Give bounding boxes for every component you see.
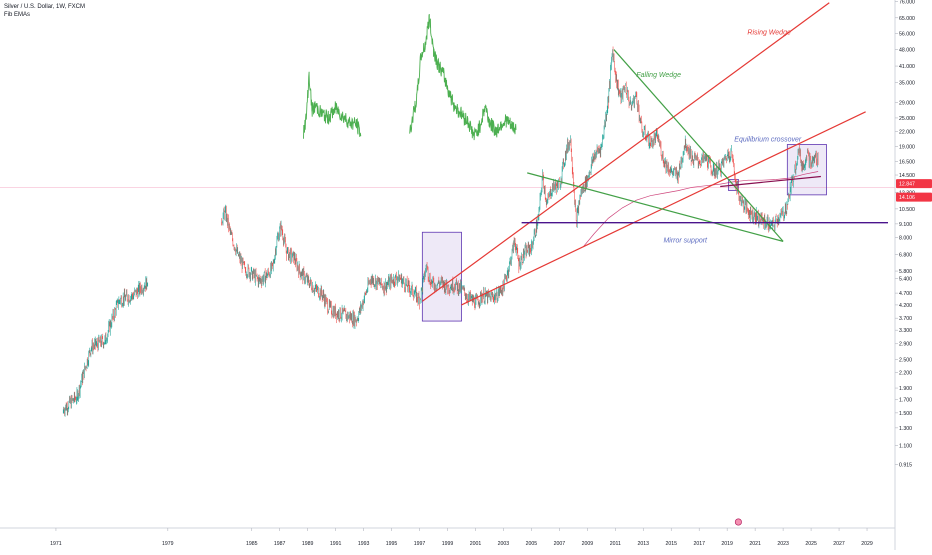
x-tick-label: 2009 [582,541,594,547]
x-tick-label: 2023 [777,541,789,547]
x-tick-label: 1991 [330,541,342,547]
y-tick-label: 9.100 [899,222,912,228]
y-tick-label: 8.000 [899,235,912,241]
ema-line [582,171,819,248]
y-tick-label: 4.200 [899,303,912,309]
x-tick-label: 2011 [610,541,621,547]
x-tick-label: 2003 [498,541,510,547]
y-tick-label: 1.900 [899,386,912,392]
y-tick-label: 5.800 [899,269,912,275]
y-tick-label: 1.500 [899,411,912,417]
price-dot [146,282,149,287]
green-overlay-line [409,13,517,141]
symbol-title: Silver / U.S. Dollar, 1W, FXCM [4,4,86,10]
y-tick-label: 5.400 [899,277,912,283]
price-tag-bg [896,192,932,202]
x-tick-label: 2025 [805,541,817,547]
x-tick-label: 1999 [442,541,454,547]
x-tick-label: 2029 [861,541,873,547]
x-tick-label: 2017 [693,541,705,547]
y-tick-label: 2.200 [899,371,912,377]
price-dot [118,300,121,305]
x-tick-label: 1971 [50,541,62,547]
x-tick-label: 1985 [246,541,258,547]
y-tick-label: 1.300 [899,426,912,432]
x-tick-label: 2007 [554,541,566,547]
y-tick-label: 10.500 [899,207,915,213]
y-tick-label: 4.700 [899,291,912,297]
y-tick-label: 22.000 [899,129,915,135]
falling-wedge-lower-line[interactable] [527,172,784,242]
x-tick-label: 2005 [526,541,538,547]
y-tick-label: 65.000 [899,16,915,22]
y-tick-label: 48.000 [899,48,915,54]
y-tick-label: 14.500 [899,173,915,179]
indicator-label: Fib EMAs [4,12,31,18]
x-tick-label: 2027 [833,541,845,547]
rising-wedge-lower-line[interactable] [461,111,866,306]
price-dot [90,347,93,352]
annotation-rising-wedge: Rising Wedge [747,29,791,36]
price-tag-bg [896,179,932,189]
x-tick-label: 1979 [162,541,174,547]
x-tick-label: 1987 [274,541,286,547]
x-tick-label: 1989 [302,541,314,547]
box-2024[interactable] [786,144,827,196]
y-tick-label: 16.500 [899,159,915,165]
y-tick-label: 19.000 [899,145,915,151]
falling-wedge-upper-line[interactable] [613,49,784,242]
y-tick-label: 6.800 [899,252,912,258]
annotation-falling-wedge: Falling Wedge [636,72,681,79]
y-tick-label: 1.100 [899,443,912,449]
x-tick-label: 2019 [721,541,733,547]
annotation-equilibrium-crossover: Equilibrium crossover [734,136,802,143]
price-dot [76,396,79,401]
y-tick-label: 35.000 [899,81,915,87]
y-tick-label: 29.000 [899,100,915,106]
x-tick-label: 1993 [358,541,370,547]
price-tag-label: 12.847 [899,182,915,188]
price-dot [104,340,107,345]
x-tick-label: 2001 [470,541,482,547]
y-tick-label: 2.900 [899,342,912,348]
x-tick-label: 2013 [638,541,650,547]
x-tick-label: 1997 [414,541,426,547]
event-marker-icon[interactable] [734,518,742,526]
y-tick-label: 76.000 [899,0,915,5]
x-tick-label: 1995 [386,541,398,547]
y-tick-label: 2.500 [899,357,912,363]
y-tick-label: 3.300 [899,328,912,334]
y-tick-label: 41.000 [899,64,915,70]
x-tick-label: 2021 [749,541,761,547]
y-tick-label: 0.915 [899,463,912,469]
green-overlay-line [303,71,362,139]
price-tag-label: 14.106 [899,195,915,201]
y-tick-label: 56.000 [899,31,915,37]
annotation-mirror-support: Mirror support [663,238,708,245]
price-dot [132,295,135,300]
ema-extension-line[interactable] [720,175,821,188]
price-dot [62,409,65,414]
y-tick-label: 1.700 [899,398,912,404]
x-tick-label: 2015 [665,541,677,547]
y-tick-label: 25.000 [899,116,915,122]
chart-header: Silver / U.S. Dollar, 1W, FXCM Fib EMAs [4,3,85,19]
rising-wedge-upper-line[interactable] [421,2,830,302]
y-tick-label: 3.700 [899,316,912,322]
